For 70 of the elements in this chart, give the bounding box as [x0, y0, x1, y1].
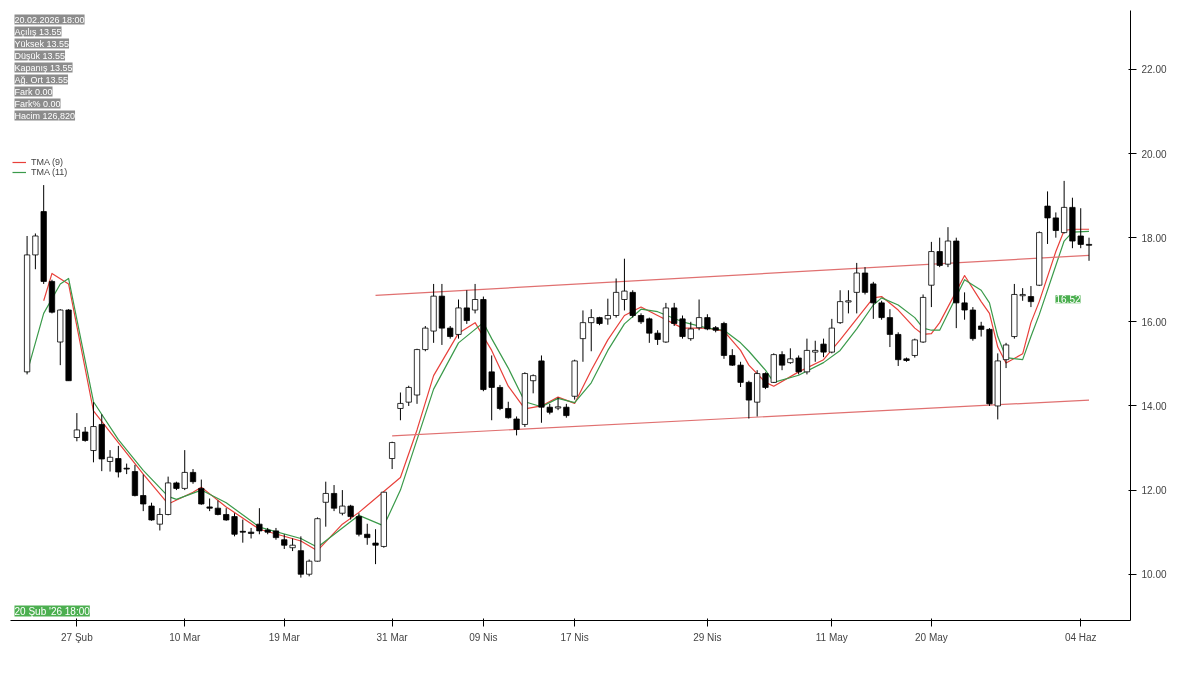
annotation: 16.52 — [1055, 294, 1081, 306]
candlestick — [961, 291, 968, 321]
candlestick — [389, 441, 396, 470]
candlestick — [297, 535, 304, 579]
y-tick-label: 16.00 — [1141, 316, 1167, 328]
candlestick — [248, 527, 255, 539]
annotation: Yüksek 13.55 — [14, 38, 70, 49]
candlestick — [803, 338, 811, 375]
annotation: 20 Şub '26 18:00 — [14, 605, 91, 617]
x-tick-label: 19 Mar — [268, 631, 301, 643]
candlestick — [496, 384, 504, 411]
x-tick-label: 20 May — [914, 631, 948, 643]
candlestick — [745, 380, 752, 420]
candlestick — [870, 281, 877, 320]
x-tick-label: 04 Haz — [1064, 631, 1097, 643]
legend-label: TMA (11) — [31, 167, 68, 177]
candlestick — [1027, 285, 1035, 308]
annotation: Düşük 13.55 — [14, 50, 66, 61]
candlestick — [364, 523, 371, 546]
candlestick — [845, 289, 852, 314]
x-tick-label: 10 Mar — [169, 631, 201, 643]
y-tick-label: 22.00 — [1141, 64, 1167, 76]
candlestick — [613, 277, 620, 319]
annotation: Fark% 0.00 — [14, 98, 61, 109]
y-tick-label: 14.00 — [1141, 400, 1167, 412]
x-tick-label: 27 Şub — [61, 631, 94, 643]
candlestick — [355, 512, 363, 537]
candlestick — [405, 385, 412, 407]
candlestick — [322, 481, 329, 528]
y-tick-label: 10.00 — [1141, 569, 1167, 581]
x-tick-label: 31 Mar — [376, 631, 409, 643]
candlestick — [73, 412, 80, 442]
candlestick — [513, 415, 520, 436]
candlestick — [106, 449, 114, 473]
annotation: Fark 0.00 — [14, 86, 53, 97]
candlestick — [554, 397, 562, 411]
candlestick — [214, 500, 221, 516]
candlestick — [198, 479, 205, 506]
candlestick — [1002, 342, 1010, 369]
y-tick-label: 18.00 — [1141, 232, 1167, 244]
candlestick — [696, 299, 703, 331]
candlestick — [944, 226, 952, 268]
candlestick — [778, 350, 786, 371]
legend-label: TMA (9) — [31, 157, 64, 167]
candlestick — [878, 300, 885, 321]
candlestick — [646, 317, 653, 344]
candlestick — [397, 391, 404, 421]
x-tick-label: 09 Nis — [469, 631, 498, 643]
x-tick-label: 11 May — [815, 631, 848, 643]
candlestick — [837, 289, 844, 325]
candlestick — [579, 309, 587, 363]
annotation: 20.02.2026 18:00 — [14, 14, 85, 25]
candlestick — [472, 283, 479, 314]
y-tick-label: 20.00 — [1141, 148, 1167, 160]
candlestick — [1044, 190, 1051, 245]
candlestick — [886, 308, 893, 348]
candlestick — [140, 474, 147, 512]
annotation: Kapanış 13.55 — [14, 62, 73, 73]
annotation: Hacim 126,820 — [14, 110, 76, 121]
candlestick — [853, 262, 860, 314]
candlestick — [131, 464, 139, 497]
candlestick — [861, 266, 869, 295]
y-tick-label: 12.00 — [1141, 485, 1167, 497]
candlestick — [1052, 211, 1059, 239]
annotation: Ağ. Ort 13.55 — [14, 74, 69, 85]
candlestick — [1085, 237, 1093, 262]
candlestick — [330, 484, 338, 512]
x-tick-label: 17 Nis — [560, 631, 589, 643]
candlestick — [737, 361, 744, 388]
x-tick-label: 29 Nis — [693, 631, 722, 643]
